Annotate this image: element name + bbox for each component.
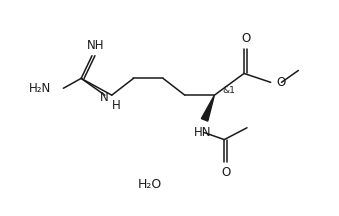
Text: H₂O: H₂O bbox=[138, 178, 162, 191]
Text: O: O bbox=[222, 166, 231, 179]
Text: H₂N: H₂N bbox=[29, 82, 52, 95]
Text: O: O bbox=[241, 32, 251, 45]
Text: H: H bbox=[112, 98, 121, 111]
Text: &1: &1 bbox=[222, 86, 235, 95]
Text: HN: HN bbox=[194, 126, 211, 139]
Text: N: N bbox=[100, 91, 109, 104]
Text: NH: NH bbox=[87, 39, 105, 52]
Polygon shape bbox=[201, 95, 214, 121]
Text: O: O bbox=[277, 76, 286, 89]
